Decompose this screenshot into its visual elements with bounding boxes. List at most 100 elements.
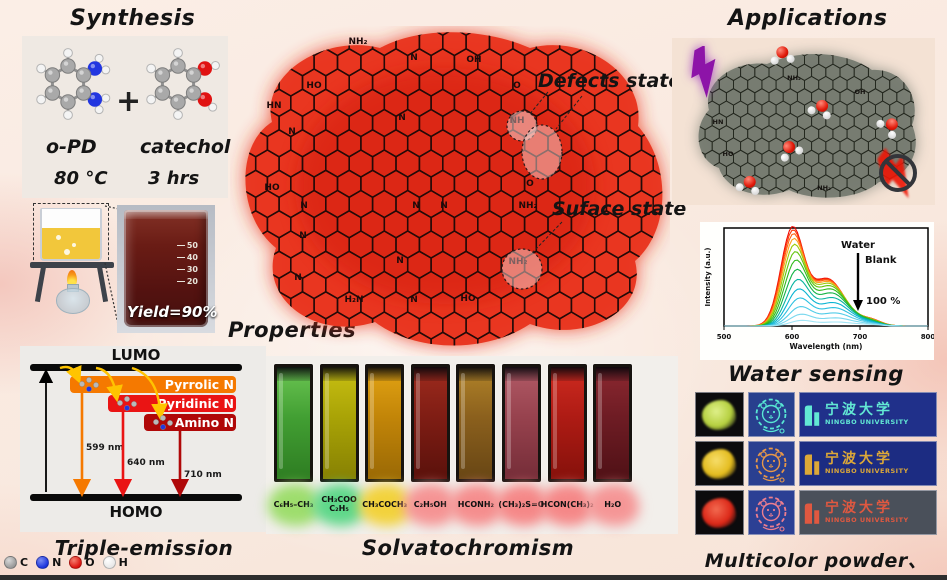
cqd-structure: Defects state Suface state NH₂ N OH HO O HN NH… bbox=[230, 26, 686, 356]
water-molecule-icon bbox=[734, 174, 763, 198]
svg-text:Pyridinic N: Pyridinic N bbox=[157, 396, 234, 411]
solvatochromism-panel: C₆H₅–CH₃ CH₃COO C₂H₅ CH₃COCH₃ C₂H₅OH HCONH₂(… bbox=[266, 356, 678, 534]
solvent-DMSO: (CH₃)₂S=O bbox=[495, 484, 548, 526]
time-label: 3 hrs bbox=[148, 168, 200, 189]
solvent-formula: CH₃COCH₃ bbox=[362, 499, 408, 509]
functional-group-label: N bbox=[396, 256, 404, 266]
functional-group-label: N bbox=[294, 273, 302, 283]
functional-group-label: HO bbox=[264, 183, 280, 193]
svg-text:599 nm: 599 nm bbox=[86, 443, 124, 453]
svg-text:100 %: 100 % bbox=[866, 296, 900, 307]
o-pd-molecule-icon bbox=[36, 48, 111, 120]
lion-stamp-tile bbox=[748, 392, 795, 437]
solvent-formula: (CH₃)₂S=O bbox=[498, 499, 545, 509]
university-logo-tile: 宁波大学 NINGBO UNIVERSITY bbox=[799, 392, 937, 437]
legend-atom-O: O bbox=[69, 556, 95, 569]
atom-sphere-icon bbox=[102, 556, 116, 569]
functional-group-label: N bbox=[288, 127, 296, 137]
functional-group-label: O bbox=[526, 179, 534, 189]
svg-text:640 nm: 640 nm bbox=[127, 458, 165, 468]
cuvette bbox=[502, 364, 541, 482]
svg-text:700: 700 bbox=[853, 333, 868, 341]
cuvette bbox=[365, 364, 405, 482]
functional-group-label: NH₂ bbox=[787, 74, 801, 82]
functional-group-label: NH₂ bbox=[508, 257, 528, 267]
legend-atom-N: N bbox=[36, 556, 61, 569]
functional-group-label: NH₂ bbox=[348, 37, 368, 47]
legend-atom-C: C bbox=[4, 556, 28, 569]
red-glow-graphene-lattice bbox=[245, 32, 663, 346]
svg-text:HOMO: HOMO bbox=[110, 503, 163, 521]
svg-text:600: 600 bbox=[785, 333, 800, 341]
university-name-cn: 宁波大学 bbox=[825, 402, 893, 419]
university-logo-tile: 宁波大学 NINGBO UNIVERSITY bbox=[799, 490, 937, 535]
synthesis-panel: + o-PD catechol 80 °C 3 hrs bbox=[22, 36, 230, 198]
plus-sign: + bbox=[116, 84, 142, 119]
solvatochromism-caption: Solvatochromism bbox=[361, 536, 575, 560]
functional-group-label: HO bbox=[460, 294, 476, 304]
zoom-connector-lines bbox=[104, 205, 120, 330]
cuvette bbox=[274, 364, 313, 482]
functional-group-label: N bbox=[410, 53, 418, 63]
gray-graphene-lattice bbox=[698, 53, 916, 198]
university-logo-tile: 宁波大学 NINGBO UNIVERSITY bbox=[799, 441, 937, 486]
functional-group-label: OH bbox=[854, 88, 866, 96]
cuvette bbox=[410, 364, 450, 482]
university-name-en: NINGBO UNIVERSITY bbox=[825, 467, 909, 476]
functional-group-label: N bbox=[440, 201, 448, 211]
solvent-DMF: HCON(CH₃)₂ bbox=[540, 484, 594, 526]
yield-label: Yield=90% bbox=[127, 303, 218, 321]
functional-group-label: N bbox=[412, 201, 420, 211]
applications-title: Applications bbox=[728, 6, 888, 31]
svg-text:Water: Water bbox=[841, 240, 875, 251]
svg-text:LUMO: LUMO bbox=[112, 346, 161, 364]
water-sensing-caption: Water sensing bbox=[728, 362, 904, 386]
solvent-formula: CH₃COO C₂H₅ bbox=[321, 495, 357, 513]
solvent-ethyl-acetate: CH₃COO C₂H₅ bbox=[313, 484, 366, 526]
powder-photo-tile bbox=[695, 392, 744, 437]
atom-sphere-icon bbox=[4, 556, 17, 569]
defects-state-label: Defects state bbox=[538, 70, 682, 92]
university-name-en: NINGBO UNIVERSITY bbox=[825, 516, 909, 525]
cuvette bbox=[319, 364, 359, 482]
solvent-formula: C₆H₅–CH₃ bbox=[273, 499, 314, 509]
cuvette bbox=[547, 364, 587, 482]
svg-text:710 nm: 710 nm bbox=[184, 470, 222, 480]
atom-sphere-icon bbox=[69, 556, 83, 569]
synthesis-title: Synthesis bbox=[70, 6, 196, 31]
solvent-formula: C₂H₅OH bbox=[413, 499, 447, 509]
functional-group-label: NH₂ bbox=[518, 201, 538, 211]
temperature-label: 80 °C bbox=[54, 168, 108, 189]
svg-text:800: 800 bbox=[921, 333, 934, 341]
water-sensing-chart: 500 600 700 800 Wavelength (nm) Intensity … bbox=[700, 222, 934, 360]
solvent-formula: HCONH₂ bbox=[457, 499, 495, 509]
legend-atom-H: H bbox=[102, 556, 128, 569]
functional-group-label: O bbox=[513, 81, 521, 91]
functional-group-label: N bbox=[299, 231, 307, 241]
functional-group-label: HO bbox=[306, 81, 322, 91]
cuvette bbox=[593, 364, 633, 482]
functional-group-label: OH bbox=[466, 55, 482, 65]
surface-state-label: Suface state bbox=[552, 198, 687, 220]
lion-stamp-tile bbox=[748, 490, 795, 535]
beaker-graduations: 50 40 30 20 bbox=[176, 238, 198, 289]
functional-group-label: N bbox=[410, 295, 418, 305]
bottom-edge-bar bbox=[0, 575, 947, 580]
lion-stamp-tile bbox=[748, 441, 795, 486]
svg-text:Amino N: Amino N bbox=[175, 415, 234, 430]
excitation-lightning-icon bbox=[691, 46, 716, 98]
solvent-formamide: HCONH₂ bbox=[449, 484, 502, 526]
functional-group-label: N bbox=[398, 113, 406, 123]
multicolor-row: 宁波大学 NINGBO UNIVERSITY bbox=[695, 490, 937, 535]
no-emission-icon bbox=[877, 147, 917, 199]
multicolor-row: 宁波大学 NINGBO UNIVERSITY bbox=[695, 392, 937, 437]
alcohol-lamp-icon bbox=[56, 288, 90, 314]
solvent-ethanol: C₂H₅OH bbox=[404, 484, 457, 526]
catechol-molecule-icon bbox=[146, 48, 220, 120]
multicolor-panel: 宁波大学 NINGBO UNIVERSITY 宁波大学 N bbox=[695, 392, 937, 542]
svg-text:500: 500 bbox=[717, 333, 732, 341]
solvent-formula: HCON(CH₃)₂ bbox=[540, 499, 594, 509]
applications-panel: NH₂ OH HO NH₂ HN bbox=[672, 38, 935, 205]
